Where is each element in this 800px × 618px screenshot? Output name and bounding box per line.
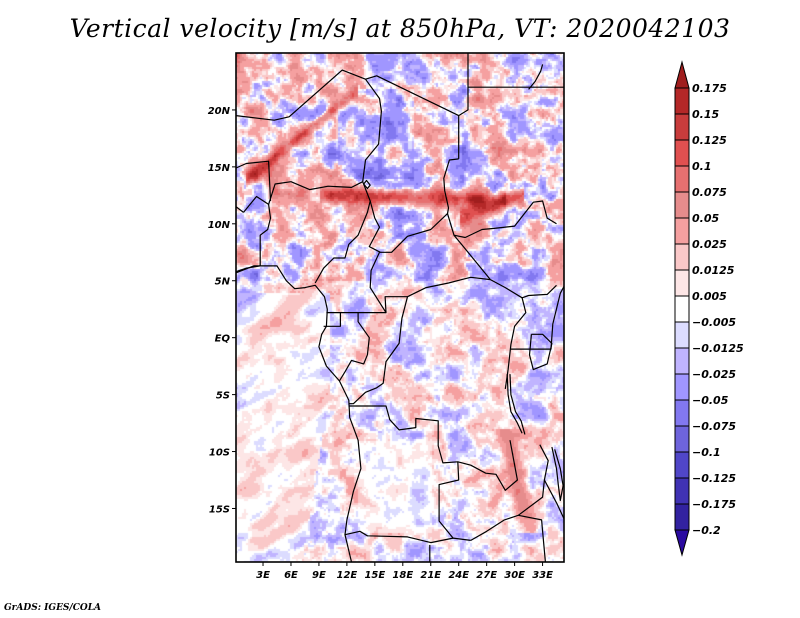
country-border [518,514,546,562]
colorbar-swatch [674,217,690,245]
colorbar-swatch [674,87,690,115]
colorbar-swatch [674,373,690,401]
x-axis: 3E 6E 9E 12E 15E 18E 21E 24E 27E 30E 33E [256,562,553,581]
y-tick-label: 15S [209,504,230,515]
y-tick-label: 20N [208,106,231,117]
y-tick-label: 5N [215,277,231,288]
colorbar-swatch [674,477,690,505]
country-border [453,200,557,239]
country-border [368,200,491,280]
colorbar-label: 0.1 [692,160,712,173]
country-border [362,78,382,182]
coastline [528,333,553,371]
colorbar-label: −0.075 [692,420,736,433]
colorbar-label: −0.0125 [692,342,744,355]
colorbar-label: 0.15 [692,108,719,121]
colorbar-label: −0.175 [692,498,736,511]
y-axis: 20N 15N 10N 5N EQ 5S 10S 15S [208,106,236,515]
colorbar-swatch [674,321,690,349]
x-tick-label: 30E [504,570,525,581]
colorbar: 0.175 0.15 0.125 0.1 0.075 0.05 0.025 0.0125 0.0… [674,60,744,557]
colorbar-label: 0.0125 [692,264,735,277]
x-tick-label: 24E [448,570,469,581]
colorbar-swatch [674,295,690,323]
country-border [458,86,564,117]
colorbar-swatch [674,243,690,271]
x-tick-label: 33E [532,570,553,581]
colorbar-under-arrow [674,529,690,557]
colorbar-label: −0.005 [692,316,736,329]
colorbar-swatch [674,399,690,427]
country-border [243,195,272,266]
x-tick-label: 12E [337,570,358,581]
colorbar-label: 0.175 [692,82,727,95]
country-border [323,312,341,327]
colorbar-label: 0.075 [692,186,727,199]
colorbar-swatch [674,139,690,167]
colorbar-swatch [674,451,690,479]
country-border [344,530,471,544]
country-border [236,69,460,159]
x-tick-label: 6E [284,570,298,581]
y-tick-label: 10S [209,448,230,459]
country-border [490,279,557,299]
map-panel [235,52,565,563]
colorbar-swatch [674,113,690,141]
y-tick-label: EQ [215,334,231,345]
map-frame [235,52,565,563]
x-tick-label: 15E [364,570,385,581]
colorbar-swatch [674,191,690,219]
country-border [539,444,564,519]
coastline [506,374,523,434]
country-border [457,440,518,491]
x-tick-label: 3E [256,570,270,581]
country-border [369,252,491,314]
colorbar-label: −0.05 [692,394,729,407]
x-tick-label: 18E [392,570,413,581]
country-border [236,206,244,213]
colorbar-label: 0.005 [692,290,727,303]
colorbar-label: −0.1 [692,446,721,459]
country-border [236,160,272,202]
colorbar-label: −0.2 [692,524,721,537]
coastline [551,446,564,502]
colorbar-label: −0.125 [692,472,736,485]
country-border [470,479,545,541]
country-border [268,181,363,205]
colorbar-label: 0.125 [692,134,727,147]
country-border [348,405,460,539]
chart-title: Vertical velocity [m/s] at 850hPa, VT: 2… [69,14,731,43]
country-border [510,286,564,350]
country-border [443,158,459,214]
colorbar-swatch [674,165,690,193]
grads-credit: GrADS: IGES/COLA [4,603,102,613]
coastline [509,374,526,435]
country-border [314,181,371,284]
country-boundaries [236,53,564,562]
colorbar-swatch [674,269,690,297]
colorbar-label: −0.025 [692,368,736,381]
coastline [236,265,362,562]
colorbar-swatch [674,503,690,531]
colorbar-label: 0.025 [692,238,727,251]
x-tick-label: 21E [420,570,441,581]
x-tick-label: 27E [476,570,497,581]
colorbar-swatch [674,347,690,375]
colorbar-over-arrow [674,60,690,89]
y-tick-label: 10N [208,220,231,231]
colorbar-label: 0.05 [692,212,719,225]
country-border [338,312,370,382]
country-border [348,296,409,405]
coastline [363,179,371,190]
country-border [504,297,527,389]
x-tick-label: 9E [312,570,326,581]
y-tick-label: 15N [208,163,231,174]
coastline [528,64,544,90]
y-tick-label: 5S [216,391,230,402]
colorbar-swatch [674,425,690,453]
vertical-velocity-field [236,53,564,562]
